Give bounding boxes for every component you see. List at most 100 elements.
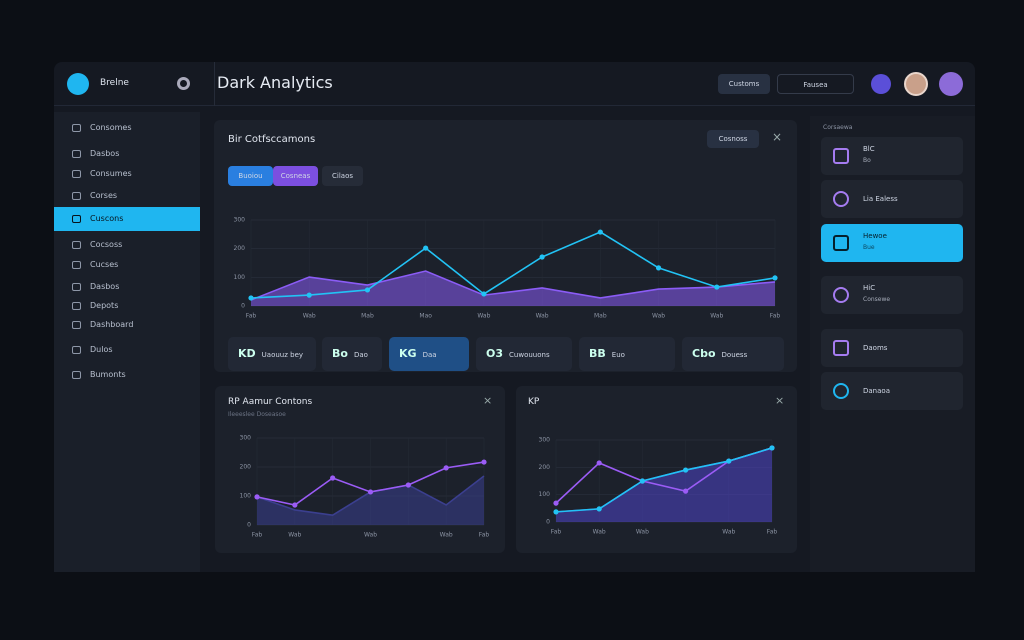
point [306,292,312,298]
sidebar-item[interactable]: Cocsoss [90,240,123,249]
point [330,475,336,481]
icon [72,170,81,178]
y-tick-label: 200 [240,464,252,471]
x-tick-label: Wab [303,313,316,320]
item-subtitle: Bue [863,244,875,251]
close[interactable]: × [772,130,783,144]
point [248,295,254,301]
card-title: Bir Cotfsccamons [228,134,316,145]
sidebar-item[interactable]: Dashboard [90,320,134,329]
icon[interactable] [177,77,190,90]
sidebar-item[interactable]: Cuscons [54,207,200,231]
point [597,229,603,235]
point [423,245,429,251]
x-tick-label: Fab [551,529,562,536]
kpi-card[interactable]: O3 Cuwouuons [476,337,572,371]
item-title: Danaoa [863,387,890,395]
line [250,231,776,299]
item-icon [833,287,849,303]
kpi-icon: KG [399,347,417,360]
tab[interactable]: Buoiou [228,166,273,186]
item-title: Hewoe [863,232,887,240]
panel-item[interactable]: Danaoa [821,372,963,410]
kpi-card[interactable]: KD Uaouuz bey [228,337,316,371]
kpi-icon: BB [589,347,606,360]
kpi-card[interactable]: BB Euo [579,337,675,371]
tab[interactable]: Cosneas [273,166,318,186]
x-tick-label: Wab [710,313,723,320]
close[interactable]: × [483,394,493,407]
icon [72,302,81,310]
sidebar-item[interactable]: Dulos [90,345,113,354]
sidebar-item[interactable]: Bumonts [90,370,126,379]
kpi-label: Cuwouuons [509,351,550,359]
icon [72,261,81,269]
point [367,489,374,495]
icon [72,150,81,158]
x-tick-label: Fab [479,532,490,539]
item-subtitle: Consewe [863,296,891,303]
kpi-card[interactable]: Cbo Douess [682,337,784,371]
panel-item[interactable]: HiC Consewe [821,276,963,314]
x-tick-label: Wab [722,529,735,536]
point [443,465,449,471]
x-tick-label: Fab [252,532,263,539]
sidebar-item[interactable]: Dasbos [90,282,120,291]
y-tick-label: 200 [234,245,246,252]
icon [72,192,81,200]
point [769,445,775,451]
x-tick-label: Mao [419,313,432,320]
avatar[interactable] [939,72,963,96]
point [292,502,298,508]
y-tick-label: 0 [247,522,251,529]
sidebar-item[interactable]: Consomes [90,123,132,132]
sidebar-item[interactable]: Corses [90,191,118,200]
logo-text[interactable]: Brelne [100,78,129,88]
item-title: BlC [863,145,875,153]
sidebar-item[interactable]: Dasbos [90,149,120,158]
x-tick-label: Wab [288,532,301,539]
sidebar-item[interactable]: Depots [90,301,119,310]
avatar[interactable] [904,72,928,96]
y-tick-label: 300 [234,217,246,224]
x-tick-label: Mab [361,313,374,320]
kpi-card[interactable]: KG Daa [389,337,469,371]
kpi-label: Uaouuz bey [261,351,304,359]
card-title: KP [528,397,540,407]
point [254,494,260,500]
panel-heading: Corsaewa [823,124,853,131]
area [556,447,772,522]
tab[interactable]: Cilaos [322,166,363,186]
panel-item[interactable]: BlC Bo [821,137,963,175]
sidebar-item[interactable]: Cucses [90,260,119,269]
sidebar-item[interactable]: Consumes [90,169,132,178]
tag[interactable]: Cosnoss [707,130,759,148]
search[interactable]: Fausea [777,74,854,94]
y-tick-label: 100 [240,493,252,500]
close[interactable]: × [775,394,785,407]
title: Dark Analytics [217,73,333,92]
item-subtitle: Bo [863,157,871,164]
kpi-icon: O3 [486,347,504,360]
kpi-icon: Cbo [692,347,716,360]
y-tick-label: 0 [546,519,550,526]
item-icon [833,340,849,356]
kpi-label: Dao [353,351,368,359]
divider [214,62,215,106]
kpi-card[interactable]: Bo Dao [322,337,382,371]
panel-item[interactable]: Daoms [821,329,963,367]
point [639,478,646,484]
area [251,271,775,306]
button[interactable]: Customs [718,74,770,94]
point [683,488,689,494]
icon [72,321,81,329]
icon[interactable] [871,74,891,94]
panel-item[interactable]: Hewoe Bue [821,224,963,262]
point [553,500,559,506]
panel-item[interactable]: Lia Ealess [821,180,963,218]
kpi-label: Douess [721,351,748,359]
item-title: Daoms [863,344,888,352]
